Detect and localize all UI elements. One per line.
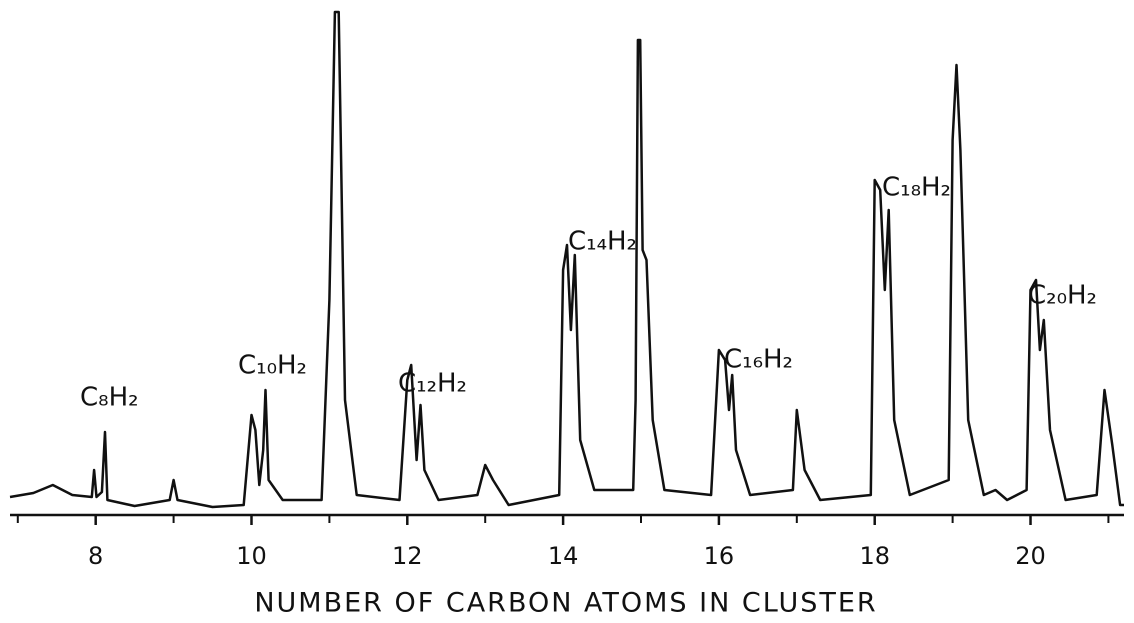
x-tick-label: 10 (236, 542, 267, 570)
x-axis-label: NUMBER OF CARBON ATOMS IN CLUSTER (254, 588, 877, 619)
x-tick-label: 20 (1015, 542, 1046, 570)
peak-annotation: C₁₆H₂ (724, 345, 793, 375)
peak-annotation: C₂₀H₂ (1028, 281, 1097, 311)
peak-annotation: C₁₂H₂ (398, 369, 467, 399)
x-tick-label: 16 (704, 542, 735, 570)
x-tick-label: 18 (859, 542, 890, 570)
peak-annotation: C₁₈H₂ (882, 173, 951, 203)
x-tick-label: 12 (392, 542, 423, 570)
peak-annotation: C₁₀H₂ (238, 351, 307, 381)
peak-annotation: C₈H₂ (80, 383, 139, 413)
spectrum-line (9, 10, 1124, 509)
x-tick-label: 14 (548, 542, 579, 570)
x-tick-label: 8 (88, 542, 103, 570)
peak-annotation: C₁₄H₂ (568, 227, 637, 257)
